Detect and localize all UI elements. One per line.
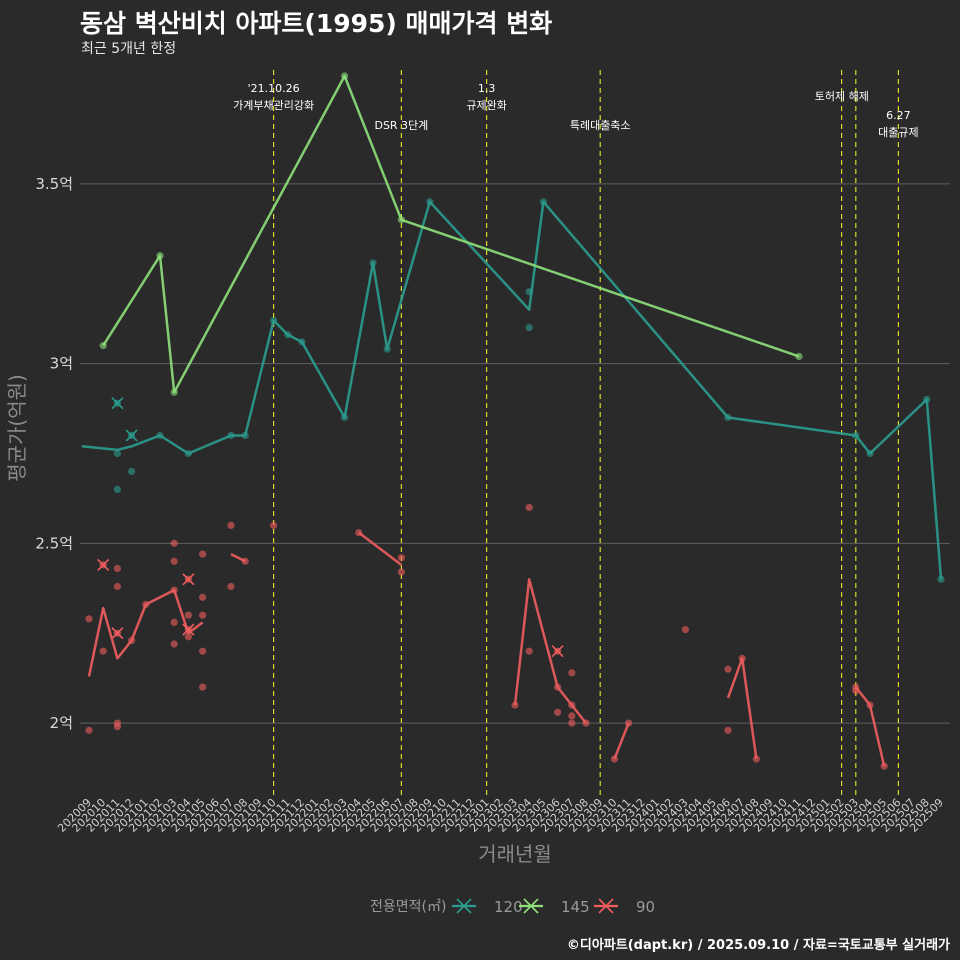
series-90-point: [170, 618, 178, 627]
series-90-point: [227, 582, 235, 591]
legend-key-cross: [598, 898, 614, 914]
event-label: 특례대출축소: [570, 119, 631, 132]
series-90-point: [724, 726, 732, 734]
chart-title: 동삼 벽산비치 아파트(1995) 매매가격 변화: [80, 9, 553, 38]
series-90-point: [724, 665, 732, 673]
series-120-point: [525, 324, 533, 332]
series-90-point: [397, 554, 405, 562]
series-90-point: [199, 611, 207, 619]
series-90-point: [568, 719, 576, 727]
series-90-point: [199, 683, 207, 691]
legend-title: 전용면적(㎡): [370, 899, 446, 915]
series-120-line: [81, 200, 943, 580]
series-90-point: [880, 762, 888, 770]
series-90-point: [397, 568, 405, 576]
series-90-point: [554, 708, 562, 716]
series-145-line: [102, 74, 800, 394]
series-90-cancelled-marker: [182, 573, 195, 586]
series-120-point: [113, 449, 121, 458]
series-90-cancelled-marker: [111, 627, 124, 640]
y-axis-title: 평균가(억원): [5, 374, 29, 482]
series-90-point: [113, 582, 121, 591]
event-label: 토허제 해제: [815, 89, 869, 103]
series-90-point: [227, 521, 235, 530]
series-90-point: [568, 669, 576, 677]
series-90-point: [99, 647, 107, 655]
y-tick-label: 2.5억: [35, 534, 73, 552]
series-90-line: [358, 531, 403, 566]
series-90-point: [184, 611, 192, 619]
series-90-line: [230, 552, 246, 563]
series-120-cancelled-marker: [111, 397, 124, 410]
series-90-point: [184, 633, 192, 641]
series-90-point: [113, 564, 121, 573]
event-label: 6.27: [886, 109, 911, 122]
series-90-point: [170, 640, 178, 648]
y-tick-label: 3억: [50, 355, 73, 373]
series-90-line: [87, 588, 204, 677]
legend-label: 120: [494, 898, 523, 916]
event-label: 규제완화: [466, 99, 506, 112]
series-90-point: [199, 647, 207, 655]
series-120-point: [937, 575, 945, 583]
series-90-line: [613, 722, 630, 760]
series-120-point: [113, 485, 121, 493]
event-label: 대출규제: [878, 126, 918, 139]
series-90-point: [113, 723, 121, 731]
series-90-point: [85, 726, 93, 734]
series-90-point: [170, 539, 178, 547]
series-90-point: [681, 626, 690, 634]
source-caption: ©디아파트(dapt.kr) / 2025.09.10 / 자료=국토교통부 실…: [566, 938, 950, 953]
series-90-point: [568, 712, 576, 720]
series-90-line: [854, 686, 886, 767]
series-90-cancelled-marker: [97, 558, 110, 571]
legend-label: 90: [636, 898, 655, 916]
event-label: 1.3: [478, 82, 496, 95]
series-90-cancelled-marker: [182, 623, 195, 636]
series-120-cancelled-marker: [125, 429, 138, 442]
legend-key-cross: [523, 898, 539, 914]
series-120-point: [128, 467, 136, 475]
series-90-point: [199, 593, 207, 601]
series-90-point: [170, 557, 178, 565]
series-90-point: [525, 647, 533, 655]
legend-label: 145: [561, 898, 590, 916]
series-90-cancelled-marker: [551, 645, 564, 658]
x-axis-title: 거래년월: [478, 842, 552, 866]
series-90-point: [199, 550, 207, 558]
y-tick-label: 3.5억: [35, 175, 73, 193]
event-label: 가계부채관리강화: [233, 99, 314, 112]
event-label: DSR 3단계: [374, 119, 428, 132]
series-90-line: [726, 657, 758, 760]
event-label: '21.10.26: [248, 82, 300, 95]
series-90-point: [270, 521, 278, 530]
legend-key-cross: [456, 898, 472, 914]
chart-subtitle: 최근 5개년 한정: [81, 41, 177, 57]
series-90-point: [525, 503, 533, 511]
series-90-line: [513, 578, 587, 724]
series-90-point: [85, 615, 93, 623]
y-tick-label: 2억: [50, 714, 73, 732]
